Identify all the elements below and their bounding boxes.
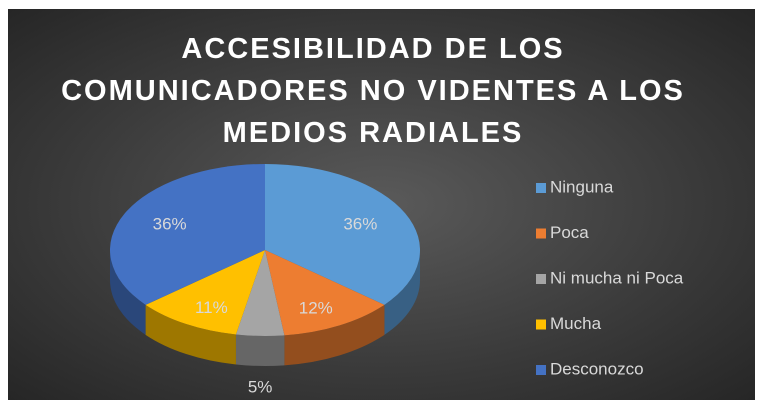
data-label: 5%: [248, 377, 273, 396]
slice: [109, 164, 265, 305]
slice-side: [235, 334, 285, 366]
slice: [145, 250, 265, 335]
legend-label: Poca: [550, 223, 589, 242]
legend-label: Ni mucha ni Poca: [550, 268, 684, 287]
legend-label: Ninguna: [550, 177, 614, 196]
data-label: 36%: [153, 215, 187, 234]
slice: [265, 250, 385, 336]
legend-label: Mucha: [550, 314, 602, 333]
legend-swatch: [536, 183, 546, 193]
legend-swatch: [536, 274, 546, 284]
data-label: 36%: [343, 215, 377, 234]
slice-side: [145, 304, 236, 365]
slice: [235, 250, 285, 336]
data-label: 12%: [299, 299, 333, 318]
slice-side: [110, 250, 146, 335]
legend-label: Desconozco: [550, 359, 644, 378]
chart-title: ACCESIBILIDAD DE LOS COMUNICADORES NO VI…: [61, 33, 685, 149]
slice: [265, 164, 420, 305]
legend-swatch: [536, 319, 546, 330]
legend-swatch: [536, 228, 546, 239]
slice-side: [384, 250, 420, 335]
legend-swatch: [536, 365, 546, 375]
data-label: 11%: [195, 298, 228, 317]
slice-side: [284, 304, 385, 366]
